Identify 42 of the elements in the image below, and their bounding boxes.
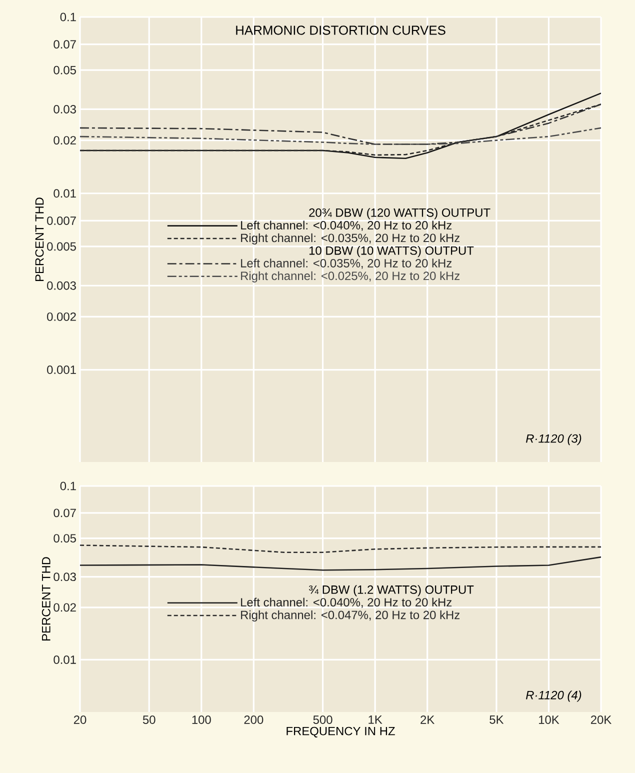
- y-axis-title: PERCENT THD: [42, 557, 50, 641]
- x-tick-label: 20: [74, 716, 86, 724]
- annotation: R·1120 (4): [526, 690, 582, 702]
- y-tick-label: 0.01: [54, 655, 76, 664]
- y-tick-label: 0.02: [54, 603, 76, 612]
- y-tick-label: 0.07: [54, 40, 76, 49]
- y-tick-label: 0.001: [47, 366, 76, 374]
- x-tick-label: 200: [244, 716, 264, 724]
- x-tick-label: 5K: [490, 716, 504, 724]
- y-tick-label: 0.01: [54, 189, 76, 198]
- x-axis-title: FREQUENCY IN HZ: [286, 726, 395, 738]
- y-tick-label: 0.07: [54, 508, 76, 518]
- text: Right channel: <0.047%, 20 Hz to 20 kHz: [241, 610, 460, 622]
- y-tick-label: 0.03: [54, 572, 76, 582]
- x-tick-label: 500: [313, 716, 332, 724]
- y-tick-label: 0.007: [47, 216, 76, 225]
- x-tick-label: 50: [142, 716, 156, 724]
- y-tick-label: 0.02: [54, 136, 76, 145]
- y-tick-label: 0.03: [54, 105, 76, 114]
- text: HARMONIC DISTORTION CURVES: [236, 26, 446, 35]
- y-tick-label: 0.002: [47, 312, 76, 321]
- text: Left channel: <0.040%, 20 Hz to 20 kHz: [241, 220, 452, 231]
- x-tick-label: 10K: [539, 716, 560, 724]
- annotation: ¾ DBW (1.2 WATTS) OUTPUT: [308, 585, 474, 596]
- y-tick-label: 0.1: [60, 12, 76, 22]
- text: Left channel: <0.040%, 20 Hz to 20 kHz: [241, 598, 452, 608]
- x-tick-label: 2K: [420, 716, 435, 724]
- x-tick-label: 20K: [590, 716, 612, 724]
- y-tick-label: 0.1: [60, 482, 76, 490]
- y-axis-title: PERCENT THD: [35, 198, 44, 282]
- y-tick-label: 0.05: [54, 534, 76, 543]
- annotation: 20¾ DBW (120 WATTS) OUTPUT: [309, 208, 490, 220]
- y-tick-label: 0.05: [54, 66, 76, 74]
- y-tick-label: 0.005: [47, 242, 76, 251]
- annotation: R·1120 (3): [526, 434, 582, 446]
- text: Right channel: <0.025%, 20 Hz to 20 kHz: [241, 271, 460, 282]
- annotation: 10 DBW (10 WATTS) OUTPUT: [309, 246, 474, 258]
- y-tick-label: 0.003: [47, 281, 76, 290]
- x-tick-label: 1K: [368, 716, 382, 724]
- text: Right channel: <0.035%, 20 Hz to 20 kHz: [241, 233, 460, 245]
- x-tick-label: 100: [192, 716, 211, 724]
- text: Left channel: <0.035%, 20 Hz to 20 kHz: [241, 258, 452, 269]
